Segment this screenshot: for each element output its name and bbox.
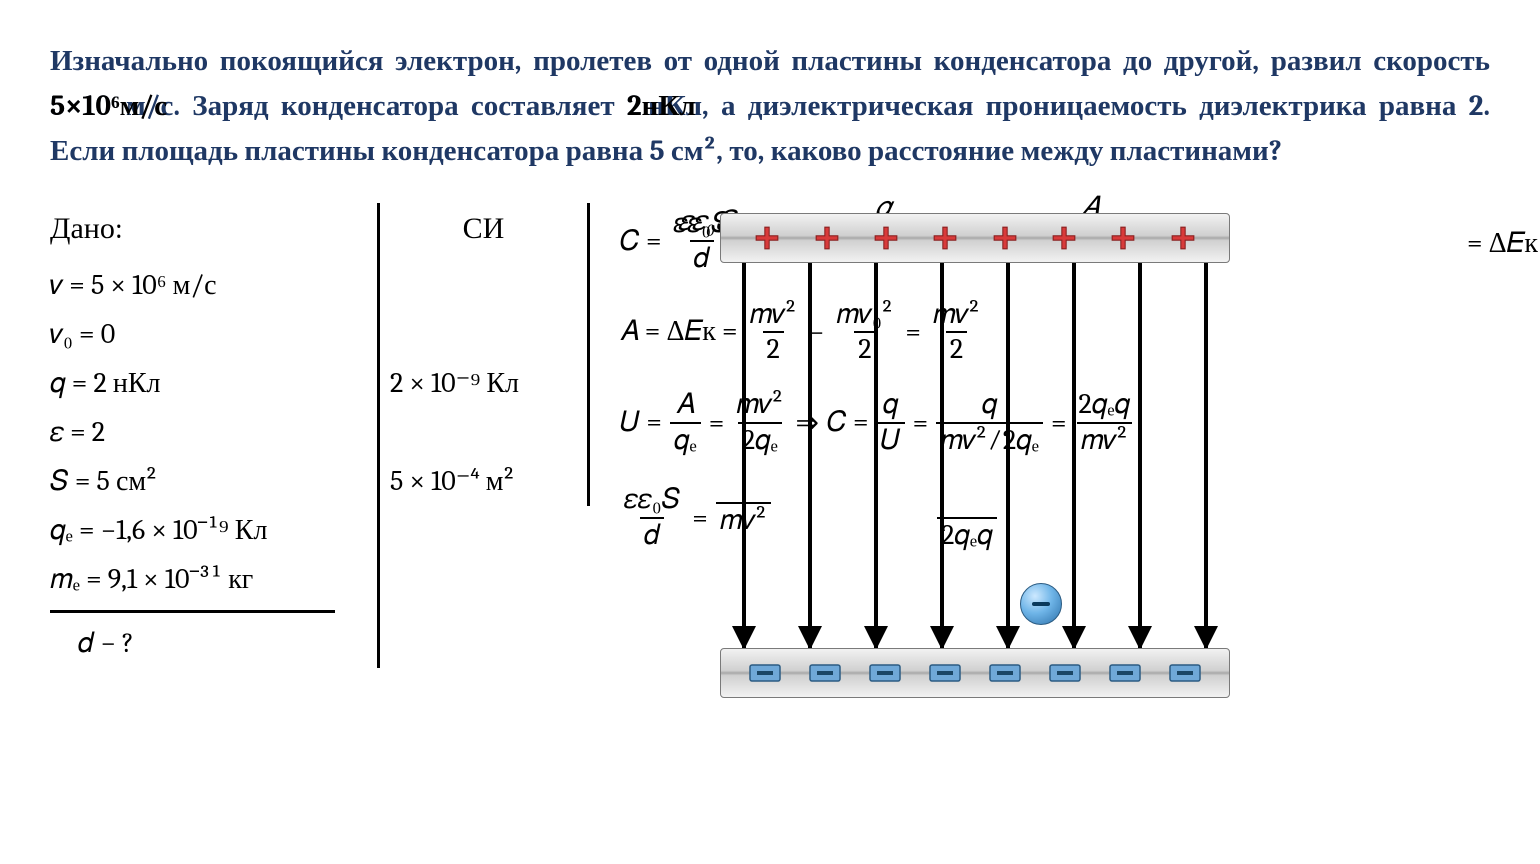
solution-column: 𝜀𝜀₀𝑆 𝑞 𝐴 𝑞ₑ 𝐶 = 𝜀𝜀₀𝑆 𝑑 = Δ𝐸к 𝐴 = Δ𝐸к = 𝑚… [590,203,1490,576]
problem-part1: Изначально покоящийся электрон, пролетев… [50,45,1490,78]
minus-icon [749,664,781,682]
work-area: Дано: 𝑣 = 5 × 10⁶ м/с 𝑣₀ = 0 𝑞 = 2 нКл 𝜀… [50,203,1490,669]
speed-overlay: 5×10⁶ м/с 5×10⁶м/с [50,85,173,130]
eq4-eq: = [692,502,708,534]
given-qe: 𝑞ₑ = −1,6 × 10⁻¹⁹ Кл [50,506,367,555]
field-arrow [1072,263,1076,648]
minus-icon [929,664,961,682]
given-find: 𝑑 − ? [50,619,367,668]
electron-icon [1020,583,1062,625]
given-S: 𝑆 = 5 см² [50,457,367,506]
eq3-f1-num: 𝐴 [672,390,699,421]
field-arrow [1006,263,1010,648]
given-v0: 𝑣₀ = 0 [50,310,367,359]
plus-icon [992,225,1018,251]
minus-icon [869,664,901,682]
field-arrow [742,263,746,648]
plus-icon [1110,225,1136,251]
plus-icon [814,225,840,251]
given-me: 𝑚ₑ = 9,1 × 10⁻³¹ кг [50,555,367,604]
field-arrows [742,263,1208,648]
plus-icon [1051,225,1077,251]
si-q: 2 × 10⁻⁹ Кл [390,359,577,408]
field-arrow [1138,263,1142,648]
given-divider [50,610,335,613]
plus-icon [1170,225,1196,251]
given-column: Дано: 𝑣 = 5 × 10⁶ м/с 𝑣₀ = 0 𝑞 = 2 нКл 𝜀… [50,203,380,669]
given-header: Дано: [50,203,367,256]
minus-icon [809,664,841,682]
si-column: СИ 2 × 10⁻⁹ Кл 5 × 10⁻⁴ м² [380,203,590,507]
speed-over: 5×10⁶м/с [50,85,167,130]
minus-icon [1169,664,1201,682]
minus-icon [1049,664,1081,682]
charge-overlay: 2 нКл 2нКл [627,85,702,130]
plus-icon [932,225,958,251]
plus-icon [873,225,899,251]
minus-icon [1109,664,1141,682]
eq1-den: 𝑑 [690,240,714,273]
si-header: СИ [390,203,577,256]
given-q: 𝑞 = 2 нКл [50,359,367,408]
plus-icon [754,225,780,251]
eq3-lhs: 𝑈 = [620,406,662,439]
eq4-f1-den: 𝑑 [640,517,664,550]
minus-icon [989,664,1021,682]
si-S: 5 × 10⁻⁴ м² [390,457,577,506]
problem-statement: Изначально покоящийся электрон, пролетев… [50,40,1490,175]
problem-part2: . Заряд конденсатора составляет [173,90,614,123]
given-eps: 𝜀 = 2 [50,408,367,457]
field-arrow [808,263,812,648]
capacitor-diagram [720,213,1230,698]
eq1-rhs: = Δ𝐸к [1467,227,1538,260]
eq4-f1: 𝜀𝜀₀𝑆 𝑑 [620,485,684,550]
eq3-f1-den: 𝑞ₑ [670,422,701,455]
eq4-f1-num: 𝜀𝜀₀𝑆 [620,485,684,516]
top-plate [720,213,1230,263]
eq1-lhs: 𝐶 = [620,225,662,258]
given-v: 𝑣 = 5 × 10⁶ м/с [50,261,367,310]
eq3-f1: 𝐴 𝑞ₑ [670,390,701,455]
field-arrow [1204,263,1208,648]
bottom-plate [720,648,1230,698]
charge-over: 2нКл [627,85,696,130]
field-arrow [940,263,944,648]
field-arrow [874,263,878,648]
